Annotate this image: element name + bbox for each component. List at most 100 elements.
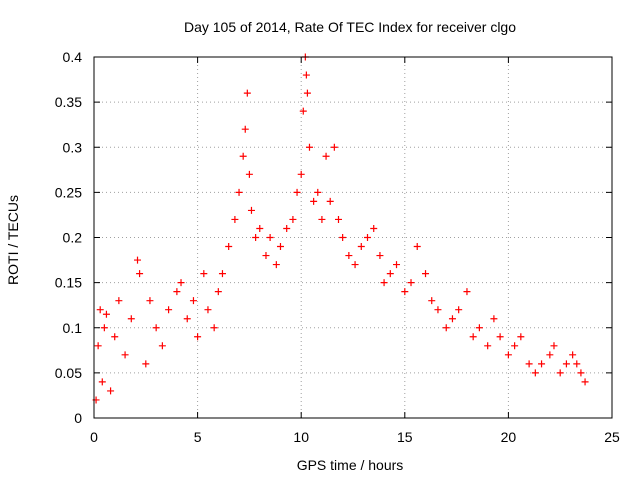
data-point (111, 333, 119, 341)
data-point (339, 234, 347, 241)
data-point (326, 197, 334, 205)
data-point (243, 89, 251, 97)
data-point (386, 270, 394, 278)
data-point (531, 369, 539, 377)
data-point (200, 270, 208, 278)
data-point (504, 351, 512, 359)
data-point (351, 261, 359, 269)
y-tick-label: 0.05 (55, 365, 82, 381)
x-tick-label: 15 (397, 429, 413, 445)
y-tick-label: 0.35 (55, 94, 82, 110)
data-point (96, 306, 104, 314)
data-point (94, 342, 102, 350)
data-point (107, 387, 115, 395)
data-point (235, 188, 243, 196)
data-point (413, 243, 421, 251)
data-point (376, 252, 384, 260)
data-point (393, 261, 401, 269)
data-point (318, 215, 326, 223)
data-point (357, 243, 365, 251)
data-point (303, 89, 311, 97)
data-point (204, 306, 212, 314)
data-point (428, 297, 436, 305)
data-points (92, 53, 589, 404)
data-point (511, 342, 519, 350)
y-tick-label: 0 (74, 410, 82, 426)
data-point (496, 333, 504, 341)
data-point (272, 261, 280, 269)
data-point (475, 324, 483, 332)
data-point (98, 378, 106, 386)
data-point (289, 215, 297, 223)
data-point (581, 378, 589, 386)
data-point (334, 215, 342, 223)
data-point (252, 234, 260, 241)
data-point (455, 306, 463, 314)
data-point (484, 342, 492, 350)
data-point (448, 315, 456, 323)
data-point (231, 215, 239, 223)
data-point (525, 360, 533, 368)
data-point (183, 315, 191, 323)
x-tick-label: 25 (604, 429, 620, 445)
data-point (380, 279, 388, 287)
data-point (302, 71, 310, 79)
data-point (322, 152, 330, 160)
data-point (276, 243, 284, 251)
data-point (562, 360, 570, 368)
data-point (517, 333, 525, 341)
data-point (127, 315, 135, 323)
data-point (314, 188, 322, 196)
data-point (194, 333, 202, 341)
y-tick-label: 0.1 (63, 320, 83, 336)
data-point (434, 306, 442, 314)
data-point (299, 107, 307, 115)
y-tick-label: 0.2 (63, 230, 83, 246)
data-point (546, 351, 554, 359)
data-point (538, 360, 546, 368)
y-axis-label: ROTI / TECUs (5, 195, 21, 285)
data-point (463, 288, 471, 296)
data-point (556, 369, 564, 377)
data-point (469, 333, 477, 341)
data-point (152, 324, 160, 332)
data-point (115, 297, 123, 305)
data-point (177, 279, 185, 287)
data-point (214, 288, 222, 296)
data-point (158, 342, 166, 350)
data-point (569, 351, 577, 359)
y-tick-label: 0.25 (55, 184, 82, 200)
data-point (121, 351, 129, 359)
x-tick-label: 10 (293, 429, 309, 445)
data-point (225, 243, 233, 251)
data-point (142, 360, 150, 368)
axis-ticks (93, 56, 613, 419)
data-point (297, 170, 305, 178)
data-point (407, 279, 415, 287)
data-point (266, 234, 274, 241)
data-point (245, 170, 253, 178)
data-point (401, 288, 409, 296)
x-axis-label: GPS time / hours (297, 457, 404, 473)
data-point (310, 197, 318, 205)
x-tick-label: 0 (90, 429, 98, 445)
data-point (345, 252, 353, 260)
data-point (100, 324, 108, 332)
data-point (173, 288, 181, 296)
data-point (370, 224, 378, 232)
data-point (165, 306, 173, 314)
y-tick-label: 0.3 (63, 139, 83, 155)
data-point (210, 324, 218, 332)
chart-grid (94, 57, 612, 418)
data-point (293, 188, 301, 196)
data-point (573, 360, 581, 368)
x-tick-label: 5 (194, 429, 202, 445)
data-point (239, 152, 247, 160)
data-point (146, 297, 154, 305)
data-point (577, 369, 585, 377)
data-point (364, 234, 372, 241)
data-point (241, 125, 249, 133)
data-point (330, 143, 338, 151)
y-tick-label: 0.15 (55, 275, 82, 291)
